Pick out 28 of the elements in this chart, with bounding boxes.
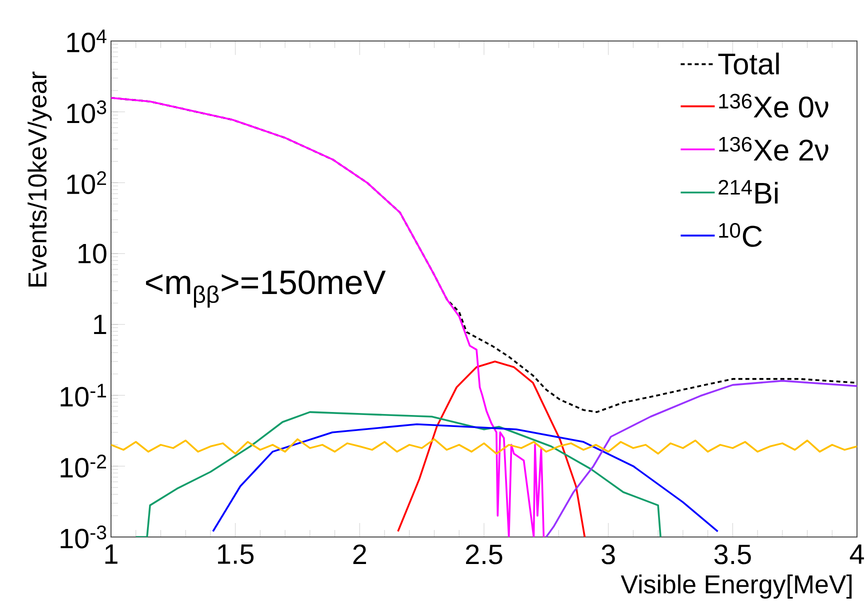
line-series xyxy=(111,96,545,538)
line-series xyxy=(397,360,586,538)
legend-label: Total xyxy=(718,52,779,75)
legend-label: $^{136}$Xe 2ν xyxy=(719,136,828,161)
x-tick-label: 4 xyxy=(850,544,864,564)
y-tick-label: 10$^{2}$ xyxy=(67,171,106,194)
legend-label: $^{136}$Xe 0ν xyxy=(719,94,828,118)
legend-label: $^{10}$C xyxy=(719,223,762,247)
y-tick-label: 10$^{3}$ xyxy=(67,100,106,124)
x-tick-label: 2.5 xyxy=(466,544,502,564)
y-tick-label: 10$^{-1}$ xyxy=(60,384,106,407)
x-axis-title: Visible Energy[MeV] xyxy=(620,574,852,599)
line-series xyxy=(545,380,858,538)
y-tick-label: 10$^{4}$ xyxy=(67,30,106,52)
y-tick-label: 10$^{-2}$ xyxy=(60,454,106,478)
y-tick-label: 10$^{-3}$ xyxy=(60,526,106,548)
legend-label: $^{214}$Bi xyxy=(718,180,778,204)
x-tick-label: 1.5 xyxy=(218,544,254,564)
line-series xyxy=(134,411,662,538)
line-series xyxy=(111,438,858,455)
x-tick-label: 3 xyxy=(602,544,615,564)
x-tick-label: 3.5 xyxy=(714,544,751,564)
y-axis-title: Events/10keV/year xyxy=(28,72,52,286)
line-series xyxy=(212,423,719,532)
x-tick-label: 2 xyxy=(353,544,366,564)
y-tick-label: 10 xyxy=(78,244,106,264)
y-tick-label: 1 xyxy=(94,314,106,334)
annotation: <m$_{ββ}$>=150meV xyxy=(146,270,386,308)
